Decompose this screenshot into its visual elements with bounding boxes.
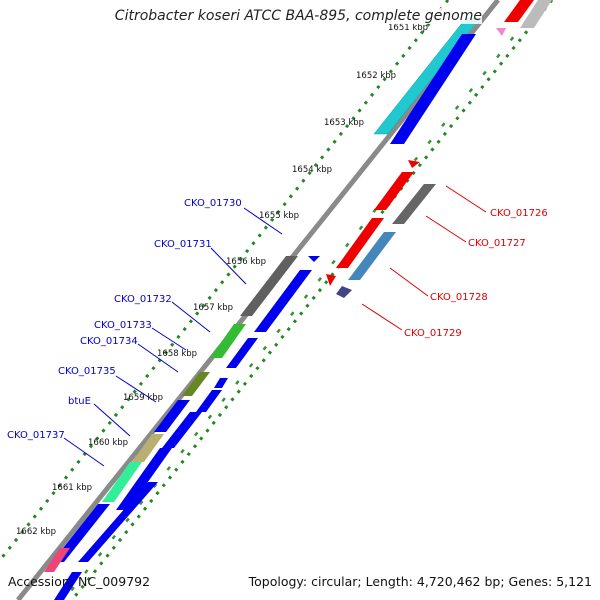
gene-label-cko-01733[interactable]: CKO_01733	[94, 320, 152, 331]
gene-arrow-mint-1737[interactable]	[102, 462, 142, 502]
gene-label-cko-01732[interactable]: CKO_01732	[114, 294, 172, 305]
gene-arrow-gray-1731[interactable]	[240, 256, 298, 316]
gene-arrow-pink[interactable]	[44, 548, 70, 572]
tick-labels: 1651 kbp 1652 kbp 1653 kbp 1654 kbp 1655…	[16, 23, 428, 537]
gene-arrow-blue-1736[interactable]	[196, 390, 222, 412]
tick-label: 1653 kbp	[324, 118, 364, 128]
gene-label-cko-01729[interactable]: CKO_01729	[404, 328, 462, 339]
forward-outer-dotted-line	[0, 0, 450, 563]
tick-label: 1661 kbp	[52, 483, 92, 493]
accession-label: Accession: NC_009792	[8, 574, 151, 589]
leader-line	[93, 403, 131, 437]
tick-label: 1651 kbp	[388, 23, 428, 33]
gene-label-cko-01727[interactable]: CKO_01727	[468, 238, 526, 249]
forward-strand-inner	[54, 34, 476, 600]
tick-label: 1662 kbp	[16, 527, 56, 537]
gene-arrow-blue-edge[interactable]	[54, 572, 82, 600]
tick-label: 1655 kbp	[259, 211, 299, 221]
tick-label: 1657 kbp	[193, 303, 233, 313]
reverse-gene-labels: CKO_01726 CKO_01727 CKO_01728 CKO_01729	[361, 185, 548, 339]
gene-arrow-red-top[interactable]	[504, 0, 534, 22]
leader-line	[243, 207, 283, 235]
leader-line	[445, 185, 487, 213]
gene-label-cko-01735[interactable]: CKO_01735	[58, 366, 116, 377]
leader-line	[137, 343, 179, 373]
gene-arrow-red-1726[interactable]	[408, 160, 420, 168]
leader-line	[115, 375, 157, 403]
tick-label: 1660 kbp	[88, 438, 128, 448]
leader-line	[210, 247, 247, 285]
gene-arrow-red-1728[interactable]	[336, 218, 384, 268]
genome-summary: Topology: circular; Length: 4,720,462 bp…	[248, 574, 592, 589]
gene-label-cko-01726[interactable]: CKO_01726	[490, 208, 548, 219]
gene-arrow-navy-1729[interactable]	[336, 286, 352, 298]
gene-arrow-blue-bottom[interactable]	[78, 482, 158, 562]
tick-label: 1652 kbp	[356, 71, 396, 81]
leader-line	[389, 267, 429, 297]
gene-label-cko-01731[interactable]: CKO_01731	[154, 239, 212, 250]
gene-arrow-green-1732[interactable]	[210, 324, 246, 358]
gene-arrow-blue-1737b[interactable]	[116, 448, 172, 510]
gene-arrow-blue-1730[interactable]	[308, 256, 320, 262]
leader-line	[361, 303, 403, 331]
gene-label-btue[interactable]: btuE	[68, 396, 91, 407]
gene-arrow-blue-1735[interactable]	[154, 400, 190, 432]
gene-arrow-gray-1727[interactable]	[392, 184, 436, 224]
tick-label: 1654 kbp	[292, 165, 332, 175]
tick-label: 1658 kbp	[157, 349, 197, 359]
reverse-strand	[326, 0, 552, 298]
gene-arrow-blue-1733[interactable]	[226, 338, 258, 368]
gene-arrow-steelblue-1728[interactable]	[348, 232, 396, 280]
forward-gene-labels: CKO_01730 CKO_01731 CKO_01732 CKO_01733 …	[7, 198, 283, 467]
reverse-outer-dotted-line	[70, 0, 554, 600]
gene-label-cko-01734[interactable]: CKO_01734	[80, 336, 138, 347]
leader-line	[425, 215, 467, 243]
gene-arrow-blue-small[interactable]	[214, 378, 228, 388]
leader-line	[151, 327, 187, 351]
gene-label-cko-01730[interactable]: CKO_01730	[184, 198, 242, 209]
gene-arrow-olive-1734[interactable]	[182, 372, 210, 396]
gene-arrow-red-1729[interactable]	[326, 274, 336, 286]
reverse-inner-dashed-line	[69, 19, 528, 593]
tick-label: 1659 kbp	[123, 393, 163, 403]
gene-arrow-red-1727[interactable]	[374, 172, 414, 210]
gene-arrow-blue-btuE[interactable]	[162, 412, 202, 448]
leader-line	[63, 437, 105, 467]
gene-label-cko-01737[interactable]: CKO_01737	[7, 430, 65, 441]
gene-arrow-blue-long[interactable]	[390, 34, 476, 144]
tick-label: 1656 kbp	[226, 257, 266, 267]
map-title: Citrobacter koseri ATCC BAA-895, complet…	[114, 8, 482, 24]
gene-arrow-khaki-btuE[interactable]	[132, 434, 164, 462]
leader-line	[171, 301, 211, 333]
gene-arrow-blue-lower[interactable]	[52, 504, 110, 562]
gene-arrow-blue-1731b[interactable]	[254, 270, 312, 332]
gene-arrow-lightgray-top[interactable]	[520, 0, 552, 28]
gene-arrow-pink-small[interactable]	[496, 28, 506, 36]
gene-label-cko-01728[interactable]: CKO_01728	[430, 292, 488, 303]
